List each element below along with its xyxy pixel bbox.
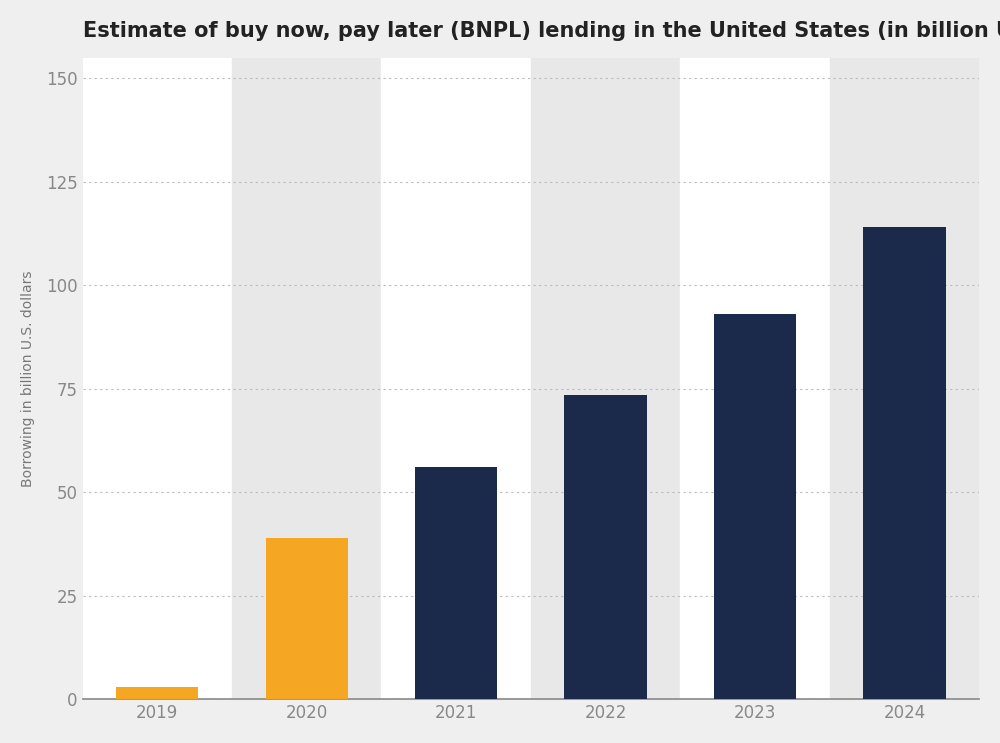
Bar (232, 58, 381, 699)
Bar (531, 58, 680, 699)
Bar (415, 467, 497, 699)
Bar (830, 58, 979, 699)
Bar (381, 58, 531, 699)
Y-axis label: Borrowing in billion U.S. dollars: Borrowing in billion U.S. dollars (21, 270, 35, 487)
Bar (863, 227, 946, 699)
Text: Estimate of buy now, pay later (BNPL) lending in the United States (in billion U: Estimate of buy now, pay later (BNPL) le… (83, 21, 1000, 41)
Bar (266, 538, 348, 699)
Bar (116, 687, 198, 699)
Bar (714, 314, 796, 699)
Bar (83, 58, 232, 699)
Bar (680, 58, 830, 699)
Bar (564, 395, 647, 699)
